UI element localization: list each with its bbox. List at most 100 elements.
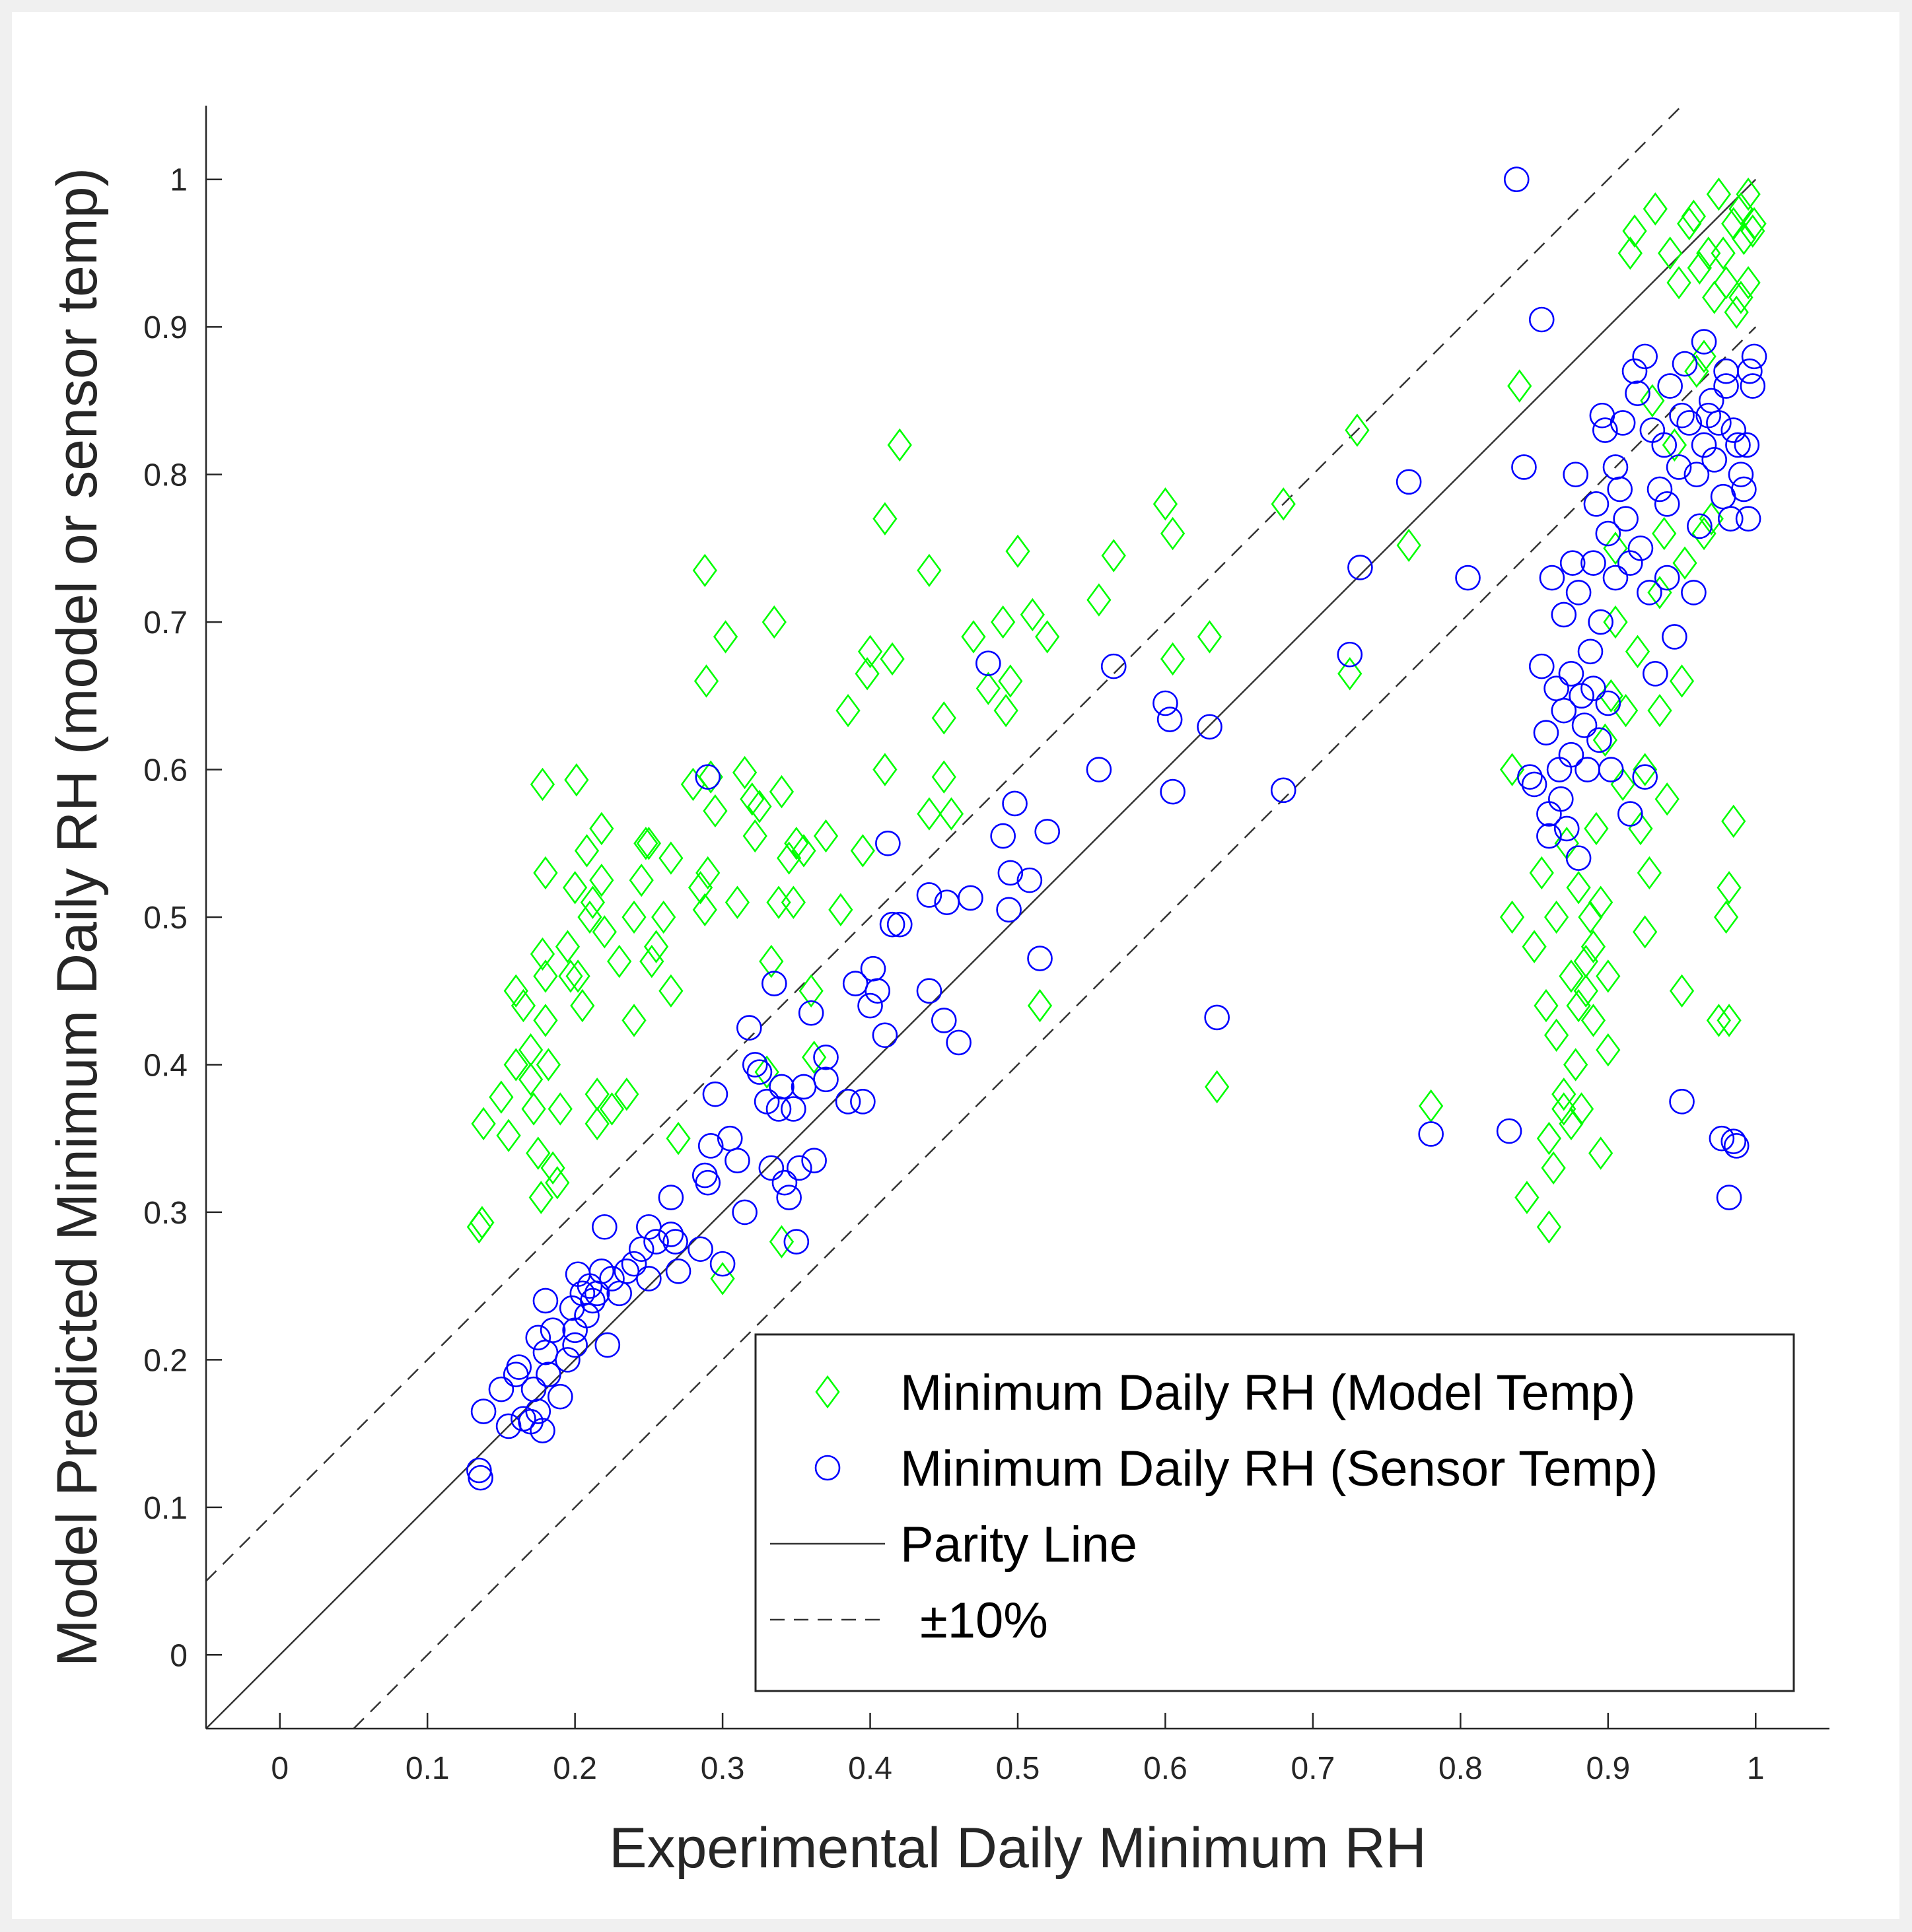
sensor-temp-point	[1701, 446, 1728, 473]
sensor-temp-point	[958, 885, 983, 911]
sensor-temp-point	[540, 1317, 566, 1343]
sensor-temp-point	[769, 1074, 795, 1100]
sensor-temp-point	[1396, 469, 1422, 495]
tick-labels: 0 0.1 0.2 0.3 0.4 0.5 0.6 0.7 0.8 0.9 1 0 0.1 0.2 0.3 0…	[143, 163, 1764, 1786]
model-temp-point	[1563, 1048, 1588, 1082]
sensor-temp-point	[1691, 432, 1717, 458]
model-temp-point	[1035, 620, 1060, 654]
sensor-temp-point	[776, 1185, 802, 1210]
model-temp-point	[1596, 959, 1621, 993]
sensor-temp-point	[1156, 707, 1183, 732]
model-temp-point	[592, 915, 617, 949]
sensor-temp-point	[1347, 555, 1373, 580]
sensor-temp-point	[470, 1398, 497, 1424]
model-temp-point	[880, 642, 905, 676]
model-temp-point	[1596, 1033, 1621, 1067]
y-tick-label: 0.1	[143, 1491, 188, 1526]
sensor-temp-point	[798, 1000, 824, 1026]
model-temp-point	[565, 959, 590, 993]
x-tick-label: 1	[1747, 1751, 1765, 1786]
model-temp-point	[1721, 804, 1746, 838]
sensor-temp-point	[574, 1303, 600, 1328]
model-temp-point	[1566, 988, 1591, 1023]
y-tick-label: 0.3	[143, 1196, 188, 1231]
sensor-temp-point	[1654, 491, 1680, 517]
x-tick-label: 0.8	[1438, 1751, 1483, 1786]
sensor-temp-point	[865, 978, 891, 1004]
model-temp-point	[761, 605, 787, 639]
model-temp-point	[872, 753, 898, 786]
sensor-temp-point	[1595, 520, 1621, 547]
model-temp-point	[754, 1055, 779, 1089]
sensor-temp-point	[1536, 823, 1562, 849]
sensor-temp-point	[801, 1148, 827, 1173]
model-temp-point	[769, 1225, 795, 1259]
x-tick-label: 0.5	[996, 1751, 1040, 1786]
model-temp-point	[693, 664, 719, 698]
sensor-temp-point	[1565, 580, 1592, 605]
model-temp-point	[503, 1048, 528, 1082]
sensor-temp-point	[1204, 1004, 1230, 1031]
model-temp-point	[1640, 384, 1665, 418]
model-temp-point	[545, 1166, 570, 1200]
model-temp-point	[1669, 664, 1695, 698]
sensor-temp-point	[857, 992, 883, 1019]
model-temp-point	[1551, 1077, 1576, 1111]
sensor-temp-point	[742, 1052, 768, 1078]
sensor-temp-point	[1613, 506, 1639, 532]
sensor-temp-point	[1002, 790, 1028, 817]
sensor-temp-point	[658, 1185, 684, 1210]
model-temp-point	[1592, 723, 1617, 757]
model-temp-point	[1534, 988, 1559, 1023]
model-temp-point	[1669, 974, 1695, 1008]
sensor-temp-point	[1625, 380, 1650, 407]
model-temp-point	[1499, 753, 1525, 786]
sensor-temp-point	[875, 830, 901, 856]
model-temp-point	[991, 605, 1016, 639]
model-temp-point	[555, 930, 581, 963]
sensor-temp-point	[506, 1354, 532, 1380]
model-temp-point	[703, 794, 728, 828]
legend-label: Minimum Daily RH (Model Temp)	[900, 1365, 1635, 1421]
sensor-temp-point	[813, 1066, 839, 1093]
legend-diamond-marker	[815, 1375, 840, 1409]
sensor-temp-point	[996, 897, 1022, 923]
model-temp-point	[931, 701, 956, 735]
model-temp-point	[1541, 1151, 1566, 1185]
model-temp-point	[1647, 693, 1672, 728]
legend-entry: ±10%	[770, 1593, 1048, 1649]
model-temp-point	[1711, 236, 1736, 270]
sensor-temp-point	[761, 971, 787, 996]
model-temp-point	[1687, 251, 1712, 285]
model-temp-point	[1633, 753, 1658, 786]
model-temp-point	[528, 1181, 553, 1214]
model-temp-point	[777, 841, 802, 875]
model-temp-point	[1728, 192, 1753, 226]
sensor-temp-point	[1720, 1128, 1747, 1154]
x-tick-label: 0.9	[1586, 1751, 1630, 1786]
model-temp-point	[917, 797, 942, 831]
model-temp-point	[589, 863, 614, 897]
model-temp-point	[614, 1077, 639, 1111]
model-temp-point	[558, 959, 583, 993]
model-temp-point	[666, 1121, 691, 1156]
legend-entry: Parity Line	[770, 1517, 1137, 1573]
model-temp-point	[1584, 811, 1609, 846]
model-temp-point	[813, 819, 839, 853]
model-temp-point	[570, 988, 595, 1023]
sensor-temp-point	[1551, 697, 1577, 724]
model-temp-point	[1152, 487, 1178, 521]
y-tick-label: 0.5	[143, 901, 188, 936]
model-temp-point	[1522, 930, 1547, 963]
sensor-temp-point	[758, 1155, 785, 1181]
model-temp-point	[1706, 1004, 1732, 1037]
x-axis-label: Experimental Daily Minimum RH	[609, 1816, 1427, 1880]
sensor-temp-point	[1565, 845, 1592, 871]
sensor-temp-point	[1720, 417, 1747, 443]
sensor-temp-point	[1558, 742, 1584, 768]
sensor-temp-point	[1654, 565, 1680, 591]
model-temp-point	[1086, 583, 1112, 617]
model-temp-point	[1419, 1089, 1444, 1123]
sensor-temp-point	[1553, 815, 1580, 842]
sensor-temp-point	[1455, 565, 1481, 591]
